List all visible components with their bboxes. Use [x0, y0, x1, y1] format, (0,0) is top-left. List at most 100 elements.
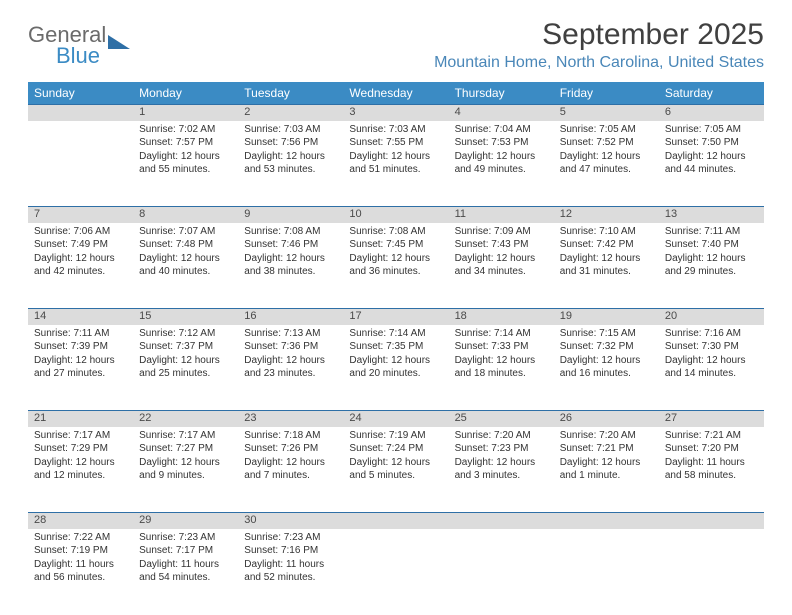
- day-number-empty: [659, 513, 764, 529]
- day-number: 28: [28, 513, 133, 529]
- sunrise-text: Sunrise: 7:08 AM: [244, 225, 337, 239]
- sunrise-text: Sunrise: 7:20 AM: [455, 429, 548, 443]
- day-number: 19: [554, 309, 659, 325]
- weekday-header: Tuesday: [238, 82, 343, 105]
- day-cell: Sunrise: 7:20 AMSunset: 7:21 PMDaylight:…: [554, 427, 659, 513]
- sunrise-text: Sunrise: 7:18 AM: [244, 429, 337, 443]
- daylight-text: Daylight: 12 hours and 27 minutes.: [34, 354, 127, 381]
- daylight-text: Daylight: 12 hours and 29 minutes.: [665, 252, 758, 279]
- weekday-header: Sunday: [28, 82, 133, 105]
- day-cell: Sunrise: 7:12 AMSunset: 7:37 PMDaylight:…: [133, 325, 238, 411]
- day-number: 9: [238, 207, 343, 223]
- sunset-text: Sunset: 7:30 PM: [665, 340, 758, 354]
- day-number: 21: [28, 411, 133, 427]
- brand-logo: General Blue: [28, 18, 130, 67]
- sunrise-text: Sunrise: 7:15 AM: [560, 327, 653, 341]
- sunrise-text: Sunrise: 7:03 AM: [349, 123, 442, 137]
- sunset-text: Sunset: 7:16 PM: [244, 544, 337, 558]
- sunrise-text: Sunrise: 7:10 AM: [560, 225, 653, 239]
- daylight-text: Daylight: 12 hours and 18 minutes.: [455, 354, 548, 381]
- sunset-text: Sunset: 7:56 PM: [244, 136, 337, 150]
- sunset-text: Sunset: 7:53 PM: [455, 136, 548, 150]
- daynum-row: 123456: [28, 105, 764, 121]
- month-title: September 2025: [434, 18, 764, 52]
- daylight-text: Daylight: 11 hours and 58 minutes.: [665, 456, 758, 483]
- day-cell: Sunrise: 7:22 AMSunset: 7:19 PMDaylight:…: [28, 529, 133, 615]
- daylight-text: Daylight: 12 hours and 16 minutes.: [560, 354, 653, 381]
- daylight-text: Daylight: 11 hours and 54 minutes.: [139, 558, 232, 585]
- day-number: 2: [238, 105, 343, 121]
- sunrise-text: Sunrise: 7:16 AM: [665, 327, 758, 341]
- sunrise-text: Sunrise: 7:11 AM: [665, 225, 758, 239]
- daylight-text: Daylight: 12 hours and 34 minutes.: [455, 252, 548, 279]
- sunset-text: Sunset: 7:33 PM: [455, 340, 548, 354]
- day-cell: Sunrise: 7:16 AMSunset: 7:30 PMDaylight:…: [659, 325, 764, 411]
- sunrise-text: Sunrise: 7:04 AM: [455, 123, 548, 137]
- calendar-page: General Blue September 2025 Mountain Hom…: [0, 0, 792, 615]
- day-info-row: Sunrise: 7:11 AMSunset: 7:39 PMDaylight:…: [28, 325, 764, 411]
- day-cell: Sunrise: 7:09 AMSunset: 7:43 PMDaylight:…: [449, 223, 554, 309]
- daynum-row: 14151617181920: [28, 309, 764, 325]
- daylight-text: Daylight: 12 hours and 47 minutes.: [560, 150, 653, 177]
- sunset-text: Sunset: 7:46 PM: [244, 238, 337, 252]
- day-cell: Sunrise: 7:21 AMSunset: 7:20 PMDaylight:…: [659, 427, 764, 513]
- day-cell-empty: [343, 529, 448, 615]
- day-info-row: Sunrise: 7:02 AMSunset: 7:57 PMDaylight:…: [28, 121, 764, 207]
- day-cell: Sunrise: 7:23 AMSunset: 7:17 PMDaylight:…: [133, 529, 238, 615]
- sunset-text: Sunset: 7:35 PM: [349, 340, 442, 354]
- brand-text-block: General Blue: [28, 24, 106, 67]
- day-cell: Sunrise: 7:07 AMSunset: 7:48 PMDaylight:…: [133, 223, 238, 309]
- day-number: 13: [659, 207, 764, 223]
- header: General Blue September 2025 Mountain Hom…: [28, 18, 764, 72]
- day-number-empty: [28, 105, 133, 121]
- daylight-text: Daylight: 12 hours and 51 minutes.: [349, 150, 442, 177]
- sunrise-text: Sunrise: 7:23 AM: [244, 531, 337, 545]
- sunrise-text: Sunrise: 7:02 AM: [139, 123, 232, 137]
- day-cell-empty: [449, 529, 554, 615]
- day-number: 4: [449, 105, 554, 121]
- sunrise-text: Sunrise: 7:03 AM: [244, 123, 337, 137]
- daylight-text: Daylight: 12 hours and 20 minutes.: [349, 354, 442, 381]
- daylight-text: Daylight: 12 hours and 12 minutes.: [34, 456, 127, 483]
- daylight-text: Daylight: 12 hours and 36 minutes.: [349, 252, 442, 279]
- sunrise-text: Sunrise: 7:12 AM: [139, 327, 232, 341]
- day-cell: Sunrise: 7:13 AMSunset: 7:36 PMDaylight:…: [238, 325, 343, 411]
- day-number: 29: [133, 513, 238, 529]
- daylight-text: Daylight: 12 hours and 7 minutes.: [244, 456, 337, 483]
- weekday-header: Wednesday: [343, 82, 448, 105]
- day-number: 10: [343, 207, 448, 223]
- day-number: 11: [449, 207, 554, 223]
- daynum-row: 21222324252627: [28, 411, 764, 427]
- sunset-text: Sunset: 7:20 PM: [665, 442, 758, 456]
- daynum-row: 78910111213: [28, 207, 764, 223]
- weekday-header: Thursday: [449, 82, 554, 105]
- title-block: September 2025 Mountain Home, North Caro…: [434, 18, 764, 72]
- day-number-empty: [554, 513, 659, 529]
- sunset-text: Sunset: 7:37 PM: [139, 340, 232, 354]
- sunrise-text: Sunrise: 7:05 AM: [665, 123, 758, 137]
- day-cell: Sunrise: 7:17 AMSunset: 7:27 PMDaylight:…: [133, 427, 238, 513]
- sunset-text: Sunset: 7:24 PM: [349, 442, 442, 456]
- sunset-text: Sunset: 7:32 PM: [560, 340, 653, 354]
- day-number: 6: [659, 105, 764, 121]
- day-cell: Sunrise: 7:19 AMSunset: 7:24 PMDaylight:…: [343, 427, 448, 513]
- daylight-text: Daylight: 12 hours and 31 minutes.: [560, 252, 653, 279]
- day-cell-empty: [659, 529, 764, 615]
- day-cell: Sunrise: 7:08 AMSunset: 7:45 PMDaylight:…: [343, 223, 448, 309]
- day-cell: Sunrise: 7:08 AMSunset: 7:46 PMDaylight:…: [238, 223, 343, 309]
- sunrise-text: Sunrise: 7:13 AM: [244, 327, 337, 341]
- day-cell: Sunrise: 7:14 AMSunset: 7:33 PMDaylight:…: [449, 325, 554, 411]
- brand-triangle-icon: [108, 35, 130, 49]
- day-cell: Sunrise: 7:06 AMSunset: 7:49 PMDaylight:…: [28, 223, 133, 309]
- sunset-text: Sunset: 7:48 PM: [139, 238, 232, 252]
- sunset-text: Sunset: 7:40 PM: [665, 238, 758, 252]
- sunset-text: Sunset: 7:42 PM: [560, 238, 653, 252]
- day-cell: Sunrise: 7:20 AMSunset: 7:23 PMDaylight:…: [449, 427, 554, 513]
- day-number: 27: [659, 411, 764, 427]
- sunrise-text: Sunrise: 7:08 AM: [349, 225, 442, 239]
- day-number: 20: [659, 309, 764, 325]
- day-cell: Sunrise: 7:05 AMSunset: 7:50 PMDaylight:…: [659, 121, 764, 207]
- daylight-text: Daylight: 12 hours and 25 minutes.: [139, 354, 232, 381]
- daylight-text: Daylight: 12 hours and 40 minutes.: [139, 252, 232, 279]
- sunset-text: Sunset: 7:45 PM: [349, 238, 442, 252]
